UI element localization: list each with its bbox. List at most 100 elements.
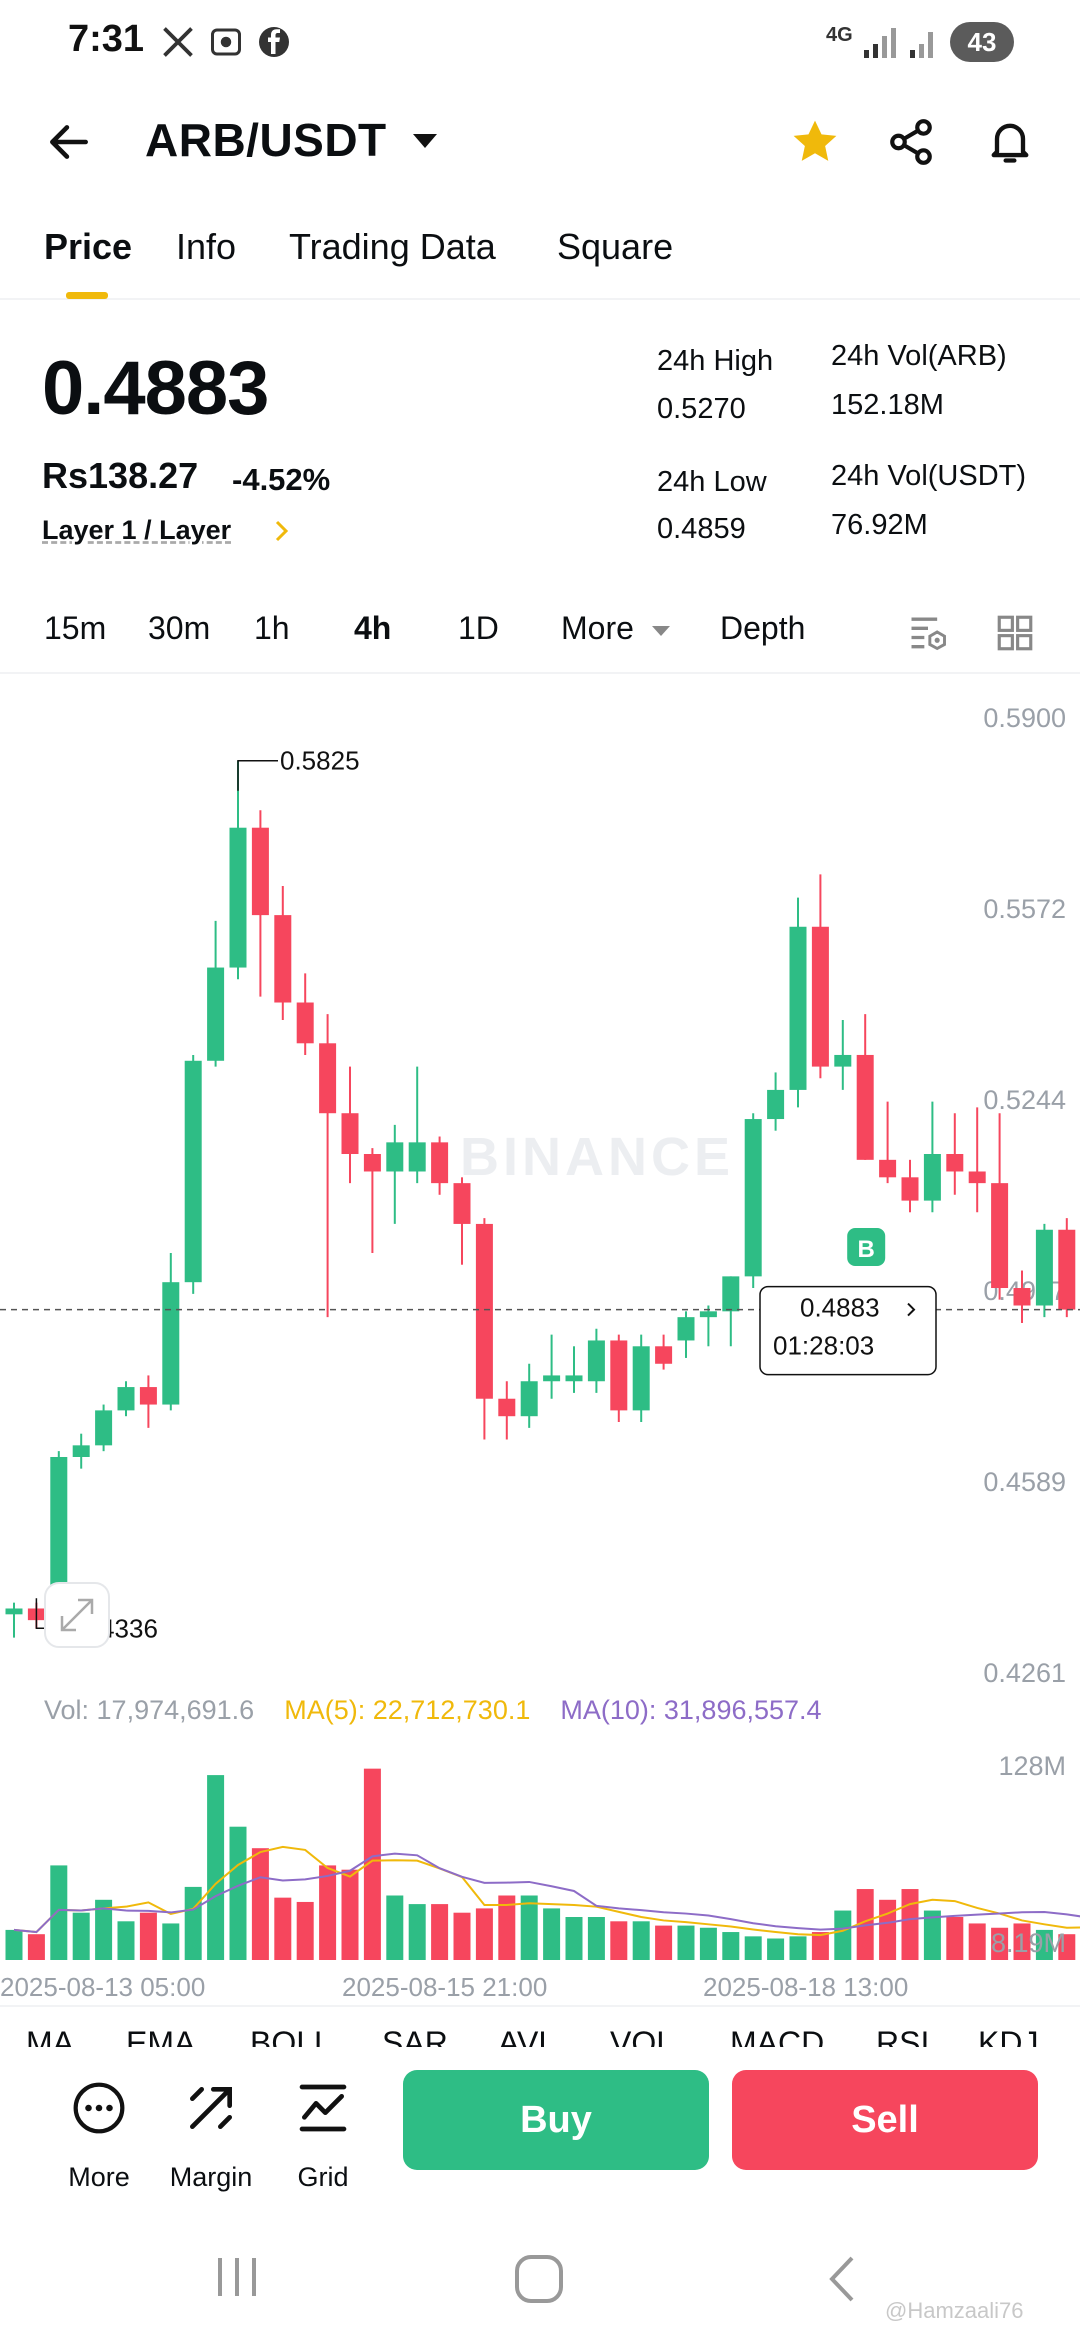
recent-apps-icon[interactable] [212, 2252, 262, 2302]
indicator-kdj[interactable]: KDJ [978, 2025, 1039, 2047]
more-icon [73, 2082, 125, 2134]
candle-body [498, 1398, 516, 1417]
buy-signal-badge [847, 1228, 886, 1266]
grid-layout-icon[interactable] [994, 612, 1036, 654]
volume-bar [386, 1895, 404, 1960]
candle-body [363, 1154, 381, 1172]
indicator-boll[interactable]: BOLL [250, 2025, 332, 2047]
indicator-ema[interactable]: EMA [126, 2025, 196, 2047]
back-nav-icon[interactable] [822, 2252, 862, 2306]
home-icon[interactable] [512, 2252, 566, 2306]
candle-body [901, 1177, 919, 1201]
star-icon[interactable] [788, 115, 842, 169]
section-tabs: Price Info Trading Data Square [0, 220, 1080, 300]
current-price-tag [759, 1285, 937, 1376]
candlestick-chart[interactable]: BINANCE 0.59000.55720.52440.49170.45890.… [0, 680, 1080, 2000]
volume-bar [274, 1897, 292, 1960]
volume-bar [834, 1910, 852, 1960]
high-marker-label: 0.5825 [280, 746, 360, 776]
tab-square[interactable]: Square [557, 226, 674, 267]
low-value: 0.4859 [657, 513, 746, 545]
vol-arb-label: 24h Vol(ARB) [831, 340, 1007, 372]
pair-title[interactable]: ARB/USDT [145, 114, 387, 166]
volume-bar [655, 1925, 673, 1960]
candle-body [50, 1456, 68, 1615]
candle-body [811, 926, 829, 1067]
buy-signal-label: B [858, 1236, 875, 1263]
more-label: More [68, 2162, 130, 2192]
grid-icon [299, 2084, 347, 2132]
candle-body [923, 1154, 941, 1201]
interval-30m[interactable]: 30m [148, 610, 211, 646]
indicator-ma[interactable]: MA [26, 2025, 74, 2047]
interval-bar: 15m 30m 1h 4h 1D More Depth [0, 600, 1080, 674]
candle-body [744, 1119, 762, 1277]
volume-bar [319, 1865, 337, 1960]
indicator-macd[interactable]: MACD [730, 2025, 825, 2047]
buy-button[interactable]: Buy [403, 2070, 709, 2170]
battery-icon: 43 [950, 22, 1014, 62]
indicator-vol[interactable]: VOL [610, 2025, 675, 2047]
volume-bar [117, 1921, 135, 1960]
screenshot-icon [211, 28, 241, 56]
tab-info[interactable]: Info [176, 226, 237, 267]
active-tab-indicator [66, 292, 108, 299]
share-icon[interactable] [886, 117, 936, 167]
chart-settings-icon[interactable] [906, 610, 950, 654]
system-nav-bar [0, 2220, 1080, 2340]
back-arrow-icon[interactable] [44, 117, 94, 167]
candle-body [139, 1387, 157, 1405]
vol-usdt-label: 24h Vol(USDT) [831, 460, 1027, 492]
chevron-down-icon[interactable] [650, 624, 672, 638]
indicator-avl[interactable]: AVL [498, 2025, 557, 2047]
sell-label: Sell [851, 2098, 919, 2141]
volume-bar [901, 1889, 919, 1960]
candle-body [229, 827, 247, 968]
interval-15m[interactable]: 15m [44, 610, 107, 646]
vol-arb-value: 152.18M [831, 389, 944, 421]
volume-bar [811, 1932, 829, 1960]
candle-body [767, 1089, 785, 1120]
user-watermark: @Hamzaali76 [885, 2298, 1024, 2323]
candle-body [991, 1183, 1009, 1289]
candle-body [184, 1060, 202, 1283]
interval-1h[interactable]: 1h [254, 610, 290, 646]
volume-bar [632, 1921, 650, 1960]
interval-more[interactable]: More [561, 610, 634, 646]
ma10-line [13, 1852, 1080, 1934]
volume-bar [408, 1904, 426, 1960]
candle-body [587, 1340, 605, 1382]
volume-bar [229, 1826, 247, 1960]
indicator-sar[interactable]: SAR [382, 2025, 448, 2047]
candle-body [834, 1054, 852, 1067]
candles-group [5, 760, 1076, 1638]
indicator-rsi[interactable]: RSI [876, 2025, 930, 2047]
interval-4h[interactable]: 4h [354, 610, 392, 646]
sector-tag[interactable]: Layer 1 / Layer [42, 515, 232, 545]
volume-bar [879, 1899, 897, 1960]
candle-body [386, 1142, 404, 1172]
volume-bar [27, 1934, 45, 1960]
bell-icon[interactable] [984, 115, 1036, 167]
sell-button[interactable]: Sell [732, 2070, 1038, 2170]
tab-trading-data[interactable]: Trading Data [289, 226, 496, 267]
volume-bar [587, 1917, 605, 1960]
candle-body [431, 1142, 449, 1184]
chevron-right-icon[interactable] [272, 517, 292, 545]
interval-1d[interactable]: 1D [458, 610, 499, 646]
price-tick-label: 0.5244 [983, 1085, 1066, 1115]
tab-price[interactable]: Price [44, 226, 133, 267]
candle-body [1058, 1229, 1076, 1310]
volume-bar [363, 1768, 381, 1960]
binance-watermark: BINANCE [460, 1127, 734, 1187]
volume-bar [1058, 1934, 1076, 1960]
chevron-right-icon [907, 1302, 916, 1317]
status-bar: 7:31 4G 43 [0, 0, 1080, 90]
price-tick-label: 0.4589 [983, 1467, 1066, 1497]
depth-button[interactable]: Depth [720, 610, 806, 646]
time-axis-label: 2025-08-15 21:00 [342, 1972, 547, 2000]
chevron-down-icon[interactable] [410, 131, 440, 151]
candle-body [543, 1375, 561, 1382]
volume-bar [296, 1901, 314, 1960]
